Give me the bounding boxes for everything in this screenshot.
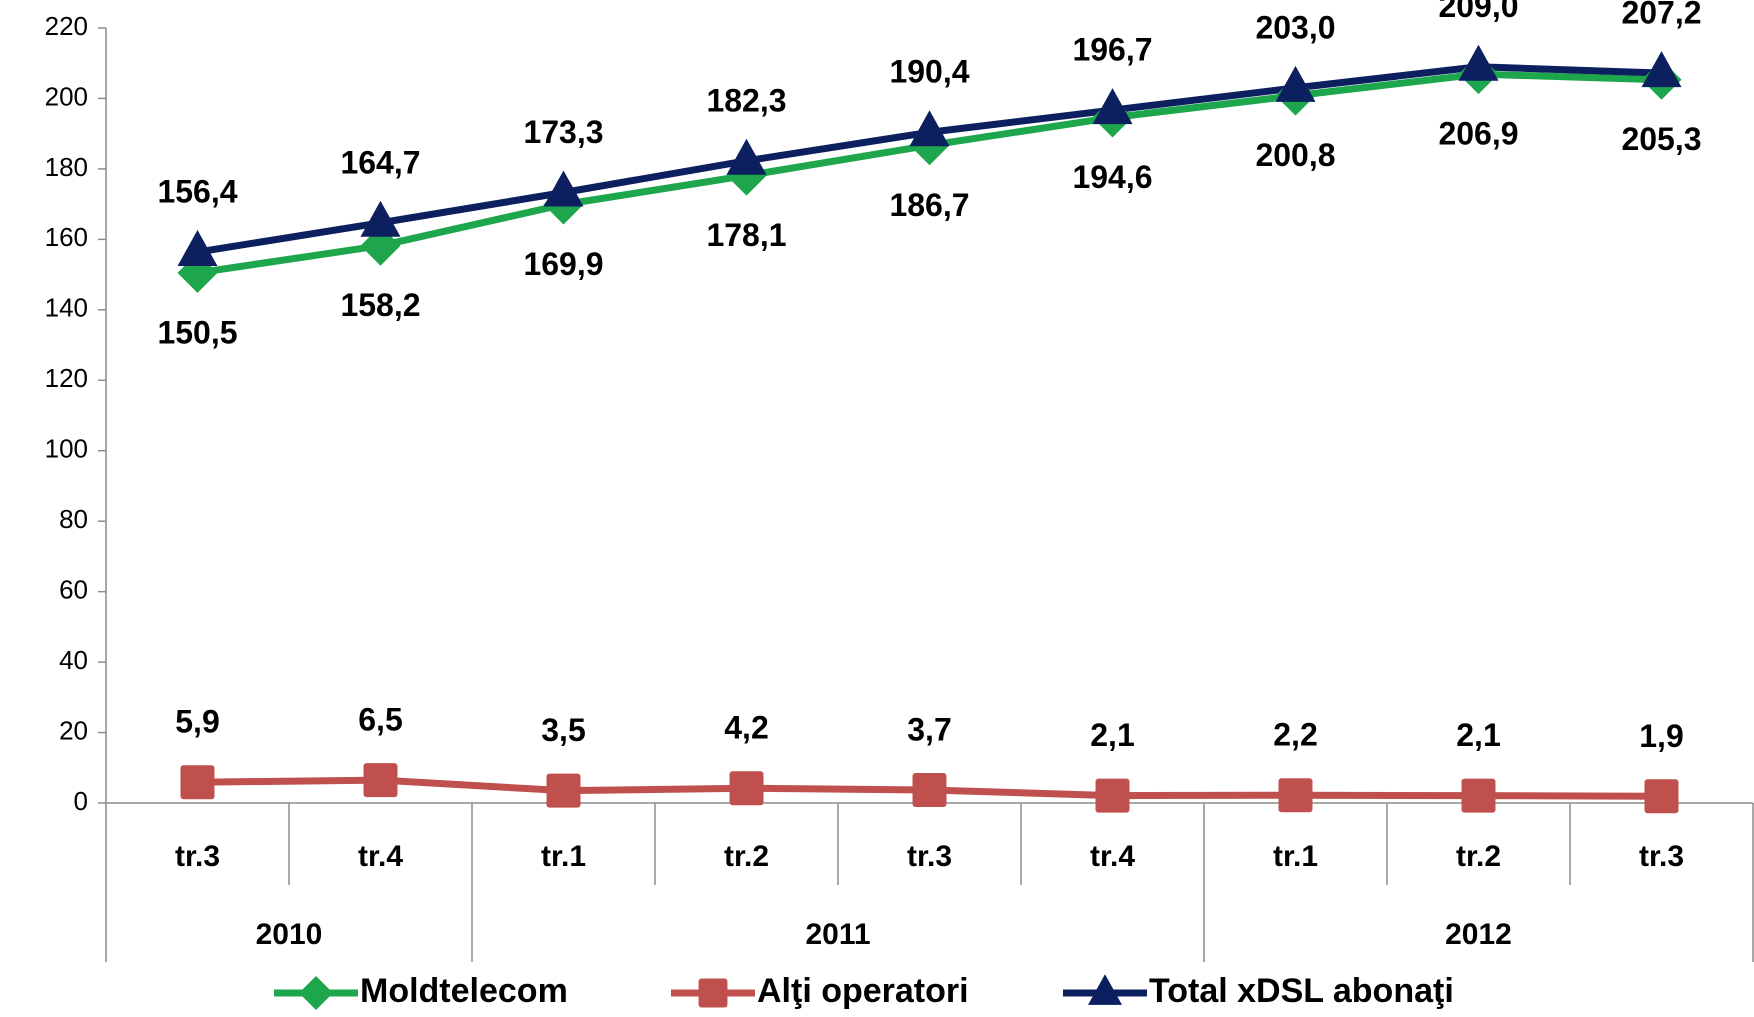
y-tick-label: 100 bbox=[45, 434, 88, 464]
data-label: 207,2 bbox=[1621, 0, 1701, 31]
x-tick-label: tr.2 bbox=[724, 840, 769, 873]
y-tick-label: 120 bbox=[45, 363, 88, 393]
legend-label: Total xDSL abonaţi bbox=[1149, 972, 1454, 1010]
y-tick-label: 0 bbox=[74, 786, 88, 816]
marker bbox=[909, 110, 950, 147]
marker bbox=[1458, 44, 1499, 81]
data-label: 164,7 bbox=[340, 144, 420, 180]
y-tick-label: 180 bbox=[45, 152, 88, 182]
marker bbox=[912, 772, 947, 807]
marker bbox=[363, 763, 398, 798]
y-tick-label: 200 bbox=[45, 81, 88, 111]
data-label: 4,2 bbox=[724, 710, 768, 746]
data-label: 156,4 bbox=[157, 173, 237, 209]
marker bbox=[726, 138, 767, 175]
data-label: 186,7 bbox=[889, 187, 969, 223]
data-label: 150,5 bbox=[157, 314, 237, 350]
marker bbox=[1275, 65, 1316, 102]
x-tick-label: tr.2 bbox=[1456, 840, 1501, 873]
marker bbox=[180, 765, 215, 800]
marker bbox=[1095, 778, 1130, 813]
data-label: 205,3 bbox=[1621, 121, 1701, 157]
data-label: 2,2 bbox=[1273, 717, 1317, 753]
x-tick-label: tr.3 bbox=[1639, 840, 1684, 873]
data-label: 209,0 bbox=[1438, 0, 1518, 24]
data-label: 194,6 bbox=[1072, 159, 1152, 195]
marker bbox=[1644, 779, 1679, 814]
data-label: 200,8 bbox=[1255, 137, 1335, 173]
y-tick-label: 140 bbox=[45, 293, 88, 323]
data-label: 206,9 bbox=[1438, 116, 1518, 152]
data-label: 158,2 bbox=[340, 287, 420, 323]
data-label: 3,5 bbox=[541, 712, 585, 748]
data-label: 203,0 bbox=[1255, 9, 1335, 45]
group-label: 2010 bbox=[256, 918, 323, 951]
legend-marker bbox=[1088, 974, 1122, 1005]
marker bbox=[177, 230, 218, 267]
x-tick-label: tr.4 bbox=[1090, 840, 1135, 873]
data-label: 173,3 bbox=[523, 114, 603, 150]
data-label: 178,1 bbox=[706, 217, 786, 253]
data-label: 190,4 bbox=[889, 54, 969, 90]
x-tick-label: tr.1 bbox=[541, 840, 586, 873]
marker bbox=[1461, 778, 1496, 813]
x-tick-label: tr.3 bbox=[907, 840, 952, 873]
data-label: 2,1 bbox=[1090, 717, 1134, 753]
data-label: 182,3 bbox=[706, 82, 786, 118]
y-tick-label: 20 bbox=[59, 715, 88, 745]
marker bbox=[729, 771, 764, 806]
y-tick-label: 40 bbox=[59, 645, 88, 675]
data-label: 1,9 bbox=[1639, 718, 1683, 754]
group-label: 2012 bbox=[1445, 918, 1512, 951]
data-label: 3,7 bbox=[907, 711, 951, 747]
marker bbox=[1641, 51, 1682, 88]
x-tick-label: tr.3 bbox=[175, 840, 220, 873]
legend-marker bbox=[299, 976, 333, 1010]
data-label: 6,5 bbox=[358, 702, 402, 738]
marker bbox=[1278, 778, 1313, 813]
x-tick-label: tr.1 bbox=[1273, 840, 1318, 873]
legend-marker bbox=[698, 978, 728, 1008]
data-label: 2,1 bbox=[1456, 717, 1500, 753]
data-label: 169,9 bbox=[523, 246, 603, 282]
data-label: 5,9 bbox=[175, 704, 219, 740]
legend-label: Alţi operatori bbox=[757, 972, 969, 1010]
legend-label: Moldtelecom bbox=[360, 972, 568, 1010]
marker bbox=[1092, 88, 1133, 125]
marker bbox=[543, 170, 584, 207]
y-tick-label: 220 bbox=[45, 11, 88, 41]
y-tick-label: 80 bbox=[59, 504, 88, 534]
group-label: 2011 bbox=[805, 918, 870, 951]
marker bbox=[360, 200, 401, 237]
x-tick-label: tr.4 bbox=[358, 840, 403, 873]
data-label: 196,7 bbox=[1072, 32, 1152, 68]
y-tick-label: 60 bbox=[59, 575, 88, 605]
marker bbox=[546, 773, 581, 808]
y-tick-label: 160 bbox=[45, 222, 88, 252]
